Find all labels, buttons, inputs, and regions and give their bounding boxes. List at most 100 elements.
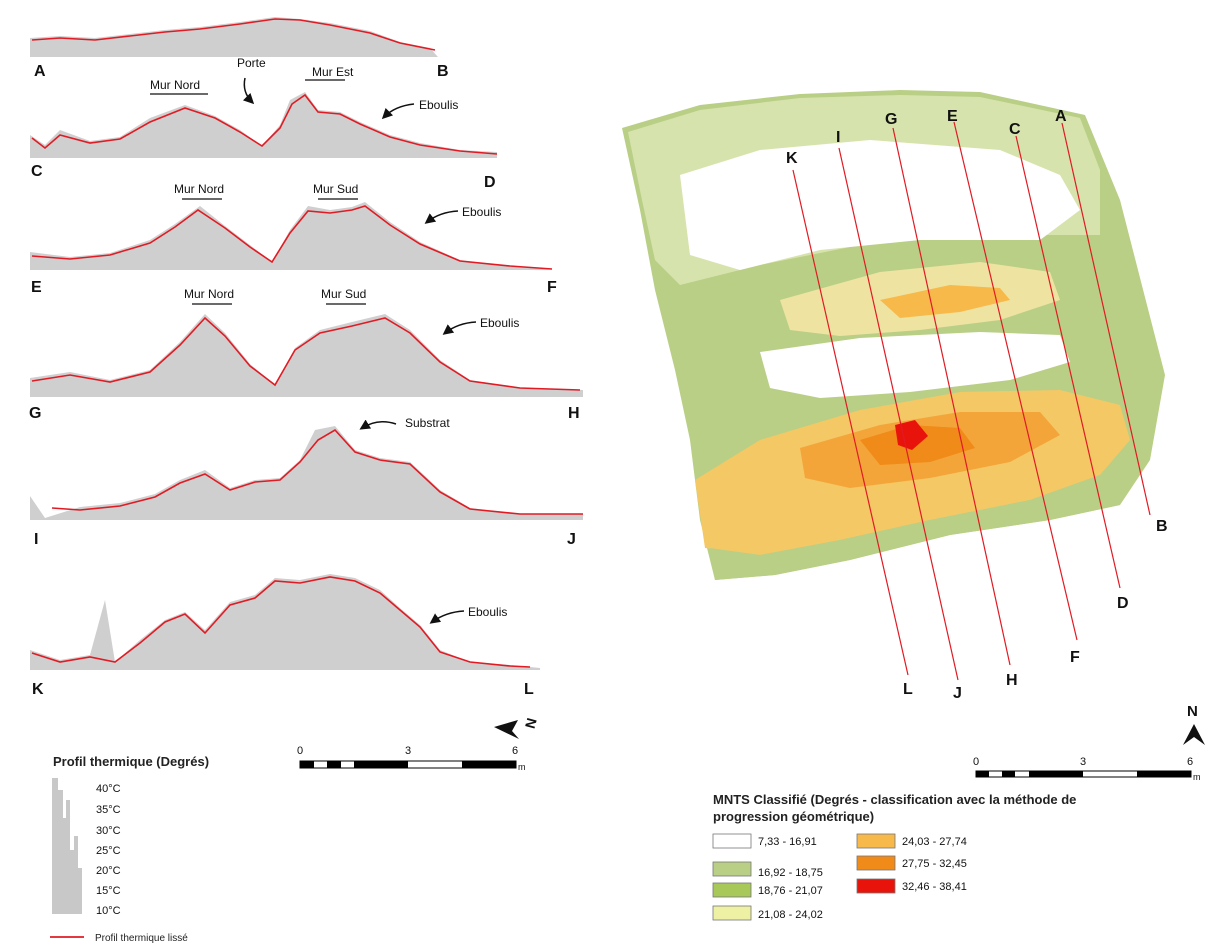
profile-label-end: L <box>524 681 534 698</box>
north-arrow-right: N <box>1183 703 1205 745</box>
profile-label-start: I <box>34 531 38 548</box>
class-swatch <box>712 861 752 877</box>
profile-label-end: D <box>484 174 496 191</box>
class-swatch <box>712 905 752 921</box>
profile-label-end: H <box>568 405 580 422</box>
transect-label-end: F <box>1070 649 1080 666</box>
classification-legend: MNTS Classifié (Degrés - classification … <box>712 792 1076 921</box>
class-label: 7,33 - 16,91 <box>758 836 817 848</box>
north-arrow-left: N <box>494 716 540 739</box>
scale-tick: 0 <box>973 756 979 768</box>
transect-ab <box>1061 122 1151 516</box>
raw-profile-gh <box>30 314 583 397</box>
raw-profile-cd <box>30 92 497 158</box>
class-label: 27,75 - 32,45 <box>902 858 967 870</box>
transect-label-start: E <box>947 108 958 125</box>
annotation-mur-est: Mur Est <box>312 65 354 79</box>
smoothed-profile-kl <box>31 576 531 668</box>
transect-label-end: H <box>1006 672 1018 689</box>
smoothed-profile-gh <box>31 316 581 391</box>
profile-chart-ef: Mur Nord Mur Sud Eboulis E F <box>30 182 557 296</box>
eboulis-arrow-icon <box>424 210 459 224</box>
annotation-substrat: Substrat <box>405 416 450 430</box>
class-label: 32,46 - 38,41 <box>902 881 967 893</box>
scale-bar-left: 0 3 6 m <box>297 745 526 772</box>
scale-tick: 3 <box>405 745 411 757</box>
map-central-gap <box>760 332 1070 398</box>
profile-label-end: F <box>547 279 557 296</box>
classification-legend-title-line2: progression géométrique) <box>713 809 874 824</box>
profile-legend-swatch <box>52 778 82 914</box>
profile-legend: Profil thermique (Degrés) 40°C 35°C 30°C… <box>50 754 209 944</box>
profile-legend-tick: 25°C <box>96 845 121 857</box>
profile-legend-tick: 10°C <box>96 905 121 917</box>
north-arrow-label: N <box>1187 703 1198 720</box>
class-swatch <box>712 882 752 898</box>
profile-chart-ij: Substrat I J <box>30 416 583 548</box>
profile-label-start: A <box>34 63 46 80</box>
scale-unit: m <box>518 762 526 772</box>
scale-tick: 3 <box>1080 756 1086 768</box>
porte-arrow-icon <box>242 77 255 105</box>
class-label: 18,76 - 21,07 <box>758 885 823 897</box>
class-swatch <box>856 833 896 849</box>
north-arrow-label: N <box>522 716 540 730</box>
profile-chart-ab: A B <box>30 17 449 80</box>
raw-profile-ef <box>30 202 552 270</box>
class-swatch <box>856 855 896 871</box>
annotation-mur-sud: Mur Sud <box>321 287 366 301</box>
profile-label-end: J <box>567 531 576 548</box>
annotation-mur-sud: Mur Sud <box>313 182 358 196</box>
eboulis-arrow-icon <box>442 321 477 335</box>
raw-profile-ij <box>30 426 583 520</box>
class-label: 24,03 - 27,74 <box>902 836 967 848</box>
annotation-mur-nord: Mur Nord <box>184 287 234 301</box>
scale-tick: 6 <box>1187 756 1193 768</box>
raw-profile-kl <box>30 574 540 670</box>
annotation-eboulis: Eboulis <box>462 205 501 219</box>
smoothed-legend-label: Profil thermique lissé <box>95 933 188 944</box>
transect-label-start: G <box>885 111 897 128</box>
smoothed-profile-ij <box>51 428 583 515</box>
profile-legend-tick: 20°C <box>96 865 121 877</box>
profile-legend-title: Profil thermique (Degrés) <box>53 754 209 769</box>
transect-label-start: I <box>836 129 840 146</box>
transect-ef <box>953 121 1078 641</box>
class-label: 21,08 - 24,02 <box>758 909 823 921</box>
profile-legend-tick: 15°C <box>96 885 121 897</box>
transect-label-end: J <box>953 685 962 702</box>
annotation-porte: Porte <box>237 56 266 70</box>
annotation-eboulis: Eboulis <box>419 98 458 112</box>
transect-label-start: K <box>786 150 798 167</box>
annotation-eboulis: Eboulis <box>480 316 519 330</box>
class-swatch <box>712 833 752 849</box>
map-south-fringe <box>710 475 1120 580</box>
transect-label-end: L <box>903 681 913 698</box>
annotation-mur-nord: Mur Nord <box>174 182 224 196</box>
scale-tick: 6 <box>512 745 518 757</box>
transect-ij <box>838 147 959 681</box>
profile-chart-cd: Mur Nord Porte Mur Est Eboulis C D <box>30 56 498 191</box>
transect-label-start: C <box>1009 121 1021 138</box>
map-hotspot <box>895 420 928 450</box>
annotation-eboulis: Eboulis <box>468 605 507 619</box>
profile-label-start: G <box>29 405 41 422</box>
transect-label-end: B <box>1156 518 1168 535</box>
profile-legend-tick: 35°C <box>96 804 121 816</box>
classification-legend-title-line1: MNTS Classifié (Degrés - classification … <box>713 792 1076 807</box>
scale-tick: 0 <box>297 745 303 757</box>
profile-label-end: B <box>437 63 449 80</box>
map-north-wall-core <box>880 285 1010 318</box>
smoothed-profile-ef <box>31 205 553 270</box>
north-arrow-icon <box>494 720 519 739</box>
transect-gh <box>892 127 1011 666</box>
eboulis-arrow-icon <box>429 610 465 624</box>
profile-chart-kl: Eboulis K L <box>30 574 540 698</box>
raw-profile-ab <box>30 17 438 57</box>
profile-label-start: K <box>32 681 44 698</box>
class-swatch <box>856 878 896 894</box>
north-arrow-icon <box>1183 724 1205 745</box>
substrat-arrow-icon <box>359 419 397 430</box>
annotation-mur-nord: Mur Nord <box>150 78 200 92</box>
